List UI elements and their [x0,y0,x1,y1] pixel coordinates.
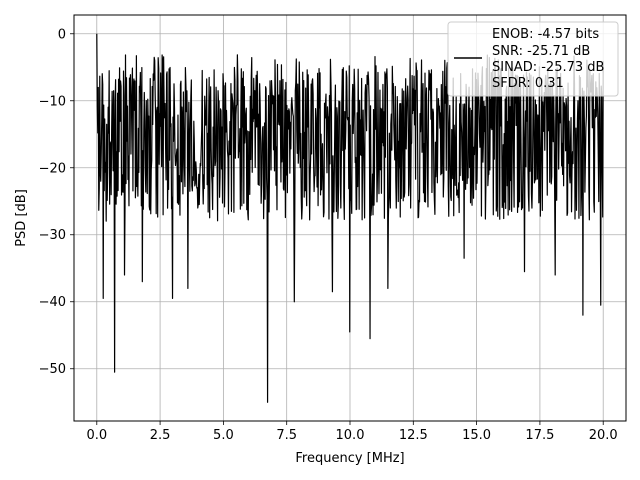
x-tick-label: 2.5 [150,428,171,443]
y-tick-label: −10 [39,94,66,109]
legend-entry-enob: ENOB: -4.57 bits [492,27,599,42]
psd-series-line [96,33,604,403]
y-tick-label: −30 [39,228,66,243]
tick-marks [70,33,604,425]
legend-entry-snr: SNR: -25.71 dB [492,44,590,59]
y-axis-label: PSD [dB] [14,189,29,247]
series-layer [96,33,604,403]
x-tick-label: 12.5 [399,428,428,443]
legend-entry-sfdr: SFDR: 0.31 [492,76,564,91]
y-tick-label: −20 [39,161,66,176]
y-tick-label: −40 [39,295,66,310]
x-tick-label: 17.5 [525,428,554,443]
x-tick-label: 0.0 [86,428,107,443]
legend: ENOB: -4.57 bits SNR: -25.71 dB SINAD: -… [447,21,619,97]
y-tick-label: −50 [39,362,66,377]
legend-entry-sinad: SINAD: -25.73 dB [492,60,604,75]
y-tick-label: 0 [58,27,66,42]
x-tick-label: 5.0 [213,428,234,443]
x-tick-label: 15.0 [462,428,491,443]
x-axis-label: Frequency [MHz] [295,451,404,466]
x-tick-label: 10.0 [336,428,365,443]
x-tick-label: 7.5 [276,428,297,443]
x-tick-label: 20.0 [589,428,618,443]
legend-box [447,21,619,97]
